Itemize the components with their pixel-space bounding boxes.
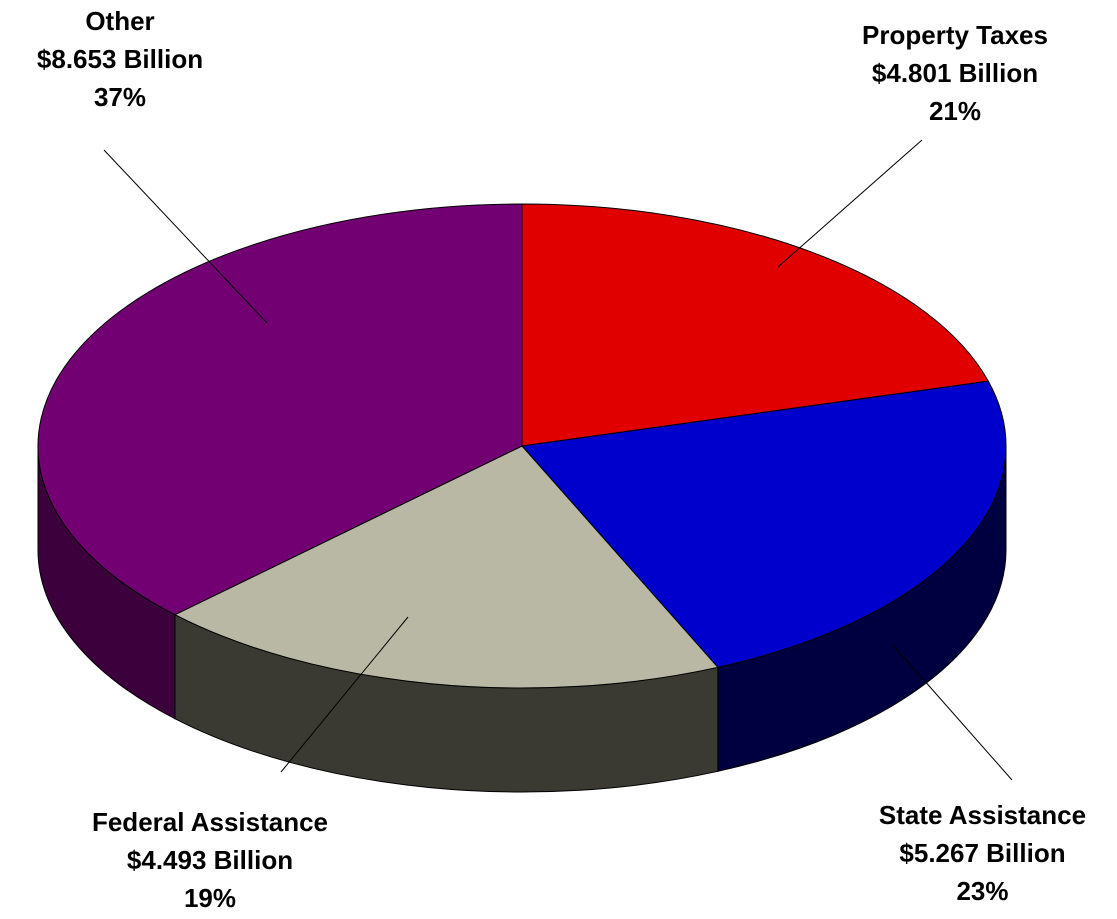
pie-tops <box>37 203 1007 689</box>
slice-name-other: Other <box>85 6 155 36</box>
slice-name-federal-assistance: Federal Assistance <box>91 807 329 837</box>
slice-amount-other: $8.653 Billion <box>36 44 204 74</box>
slice-amount-state-assistance: $5.267 Billion <box>899 838 1066 868</box>
slice-percent-property-taxes: 21% <box>928 96 982 126</box>
slice-federal-assistance <box>173 445 719 689</box>
slice-percent-federal-assistance: 19% <box>183 883 237 913</box>
label-property-taxes: Property Taxes $4.801 Billion 21% <box>820 16 1090 130</box>
leader-property-taxes <box>777 139 923 268</box>
slice-amount-federal-assistance: $4.493 Billion <box>126 845 294 875</box>
slice-name-state-assistance: State Assistance <box>878 800 1087 830</box>
slice-percent-other: 37% <box>93 82 147 112</box>
label-federal-assistance: Federal Assistance $4.493 Billion 19% <box>60 803 360 917</box>
slice-property-taxes <box>521 203 990 447</box>
leader-other <box>103 149 268 324</box>
slice-amount-property-taxes: $4.801 Billion <box>871 58 1039 88</box>
leader-lines <box>103 139 1013 781</box>
slice-percent-state-assistance: 23% <box>956 876 1009 906</box>
slice-state-assistance <box>521 380 1007 668</box>
slice-other <box>37 203 523 616</box>
label-state-assistance: State Assistance $5.267 Billion 23% <box>850 796 1115 910</box>
slice-name-property-taxes: Property Taxes <box>862 20 1048 50</box>
leader-state-assistance <box>892 644 1013 781</box>
label-other: Other $8.653 Billion 37% <box>0 2 240 116</box>
leader-federal-assistance <box>280 616 409 773</box>
pie-sides <box>37 445 1007 793</box>
